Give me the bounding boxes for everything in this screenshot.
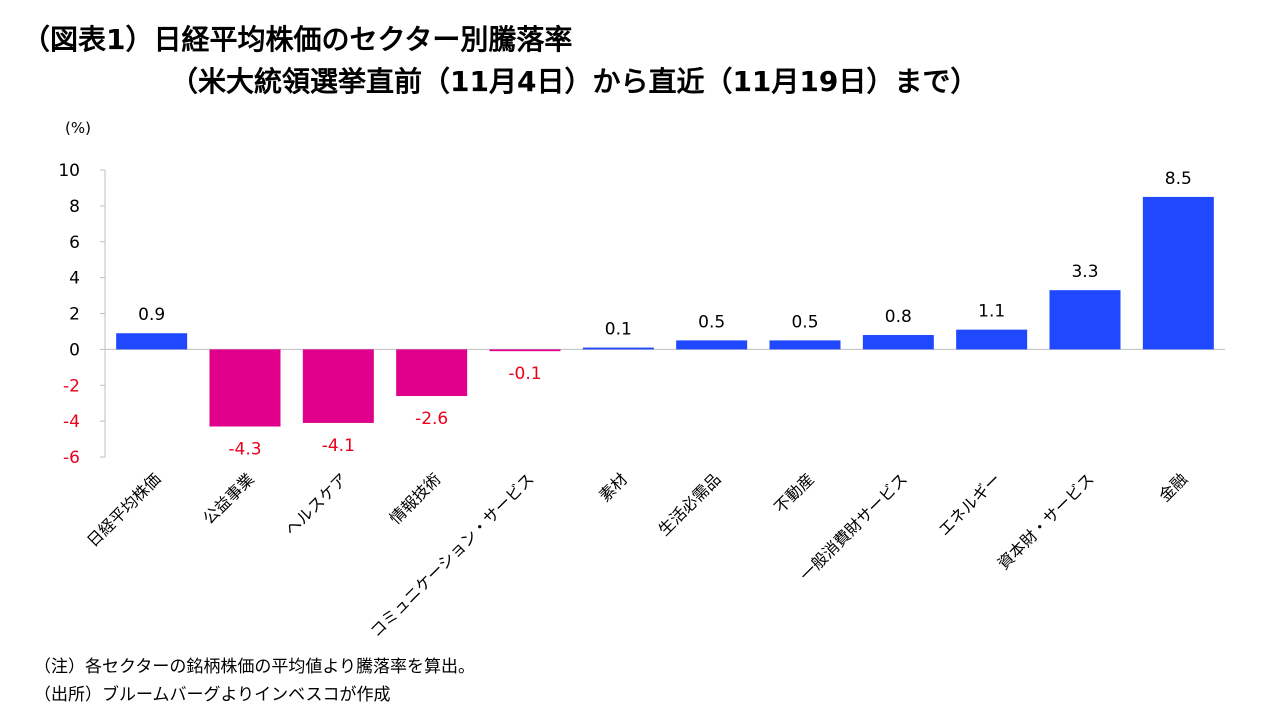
bar [582, 347, 654, 350]
bar [862, 335, 934, 350]
x-category-label: エネルギー [934, 469, 1004, 539]
bar-value-label: -2.6 [415, 409, 448, 429]
source-note: （出所）ブルームバーグよりインベスコが作成 [34, 685, 391, 705]
bar-value-label: 0.5 [791, 312, 818, 332]
bar-value-label: 0.5 [698, 312, 725, 332]
x-category-label: 資本財・サービス [994, 469, 1098, 573]
bar-value-label: 3.3 [1071, 262, 1098, 282]
y-tick-label: -6 [63, 448, 80, 468]
bar [956, 329, 1028, 350]
bar-value-label: 1.1 [978, 302, 1005, 322]
bar [302, 349, 374, 423]
x-category-label: 生活必需品 [654, 469, 724, 539]
bar [489, 349, 561, 352]
x-category-label: コミュニケーション・サービス [366, 469, 538, 641]
footnote: （注）各セクターの銘柄株価の平均値より騰落率を算出。 [34, 657, 475, 677]
bar [396, 349, 468, 397]
bar [116, 333, 188, 350]
chart-title-line1: （図表1）日経平均株価のセクター別騰落率 [22, 23, 573, 56]
y-tick-label: 8 [69, 197, 80, 217]
x-category-label: 日経平均株価 [83, 469, 164, 550]
y-tick-label: 0 [69, 340, 80, 360]
bar [676, 340, 748, 350]
x-category-label: 公益事業 [199, 469, 258, 528]
chart-title-line2: （米大統領選挙直前（11月4日）から直近（11月19日）まで） [170, 65, 979, 98]
x-category-label: 金融 [1155, 469, 1191, 505]
y-tick-label: 4 [69, 269, 80, 289]
bar-value-label: 0.8 [885, 307, 912, 327]
x-category-label: 素材 [595, 469, 631, 505]
bar [1142, 196, 1214, 350]
x-category-label: 不動産 [770, 469, 817, 516]
bar [1049, 290, 1121, 350]
bar-chart: (%) 10 8 6 4 2 0 -2 -4 -6 0.9 日経平均株価 -4.3 公益事業 -4.1 ヘル… [58, 119, 1225, 641]
bar [209, 349, 281, 427]
bar-value-label: 0.1 [605, 320, 632, 340]
y-tick-label: 6 [69, 233, 80, 253]
y-tick-label: -4 [63, 412, 80, 432]
bar [769, 340, 841, 350]
bar-value-label: -4.1 [322, 436, 355, 456]
bar-value-label: 8.5 [1165, 169, 1192, 189]
y-axis-unit-label: (%) [65, 119, 91, 137]
bar-value-label: -0.1 [508, 364, 541, 384]
bar-value-label: -4.3 [228, 440, 261, 460]
y-tick-label: -2 [63, 376, 80, 396]
y-tick-label: 10 [58, 161, 80, 181]
y-tick-label: 2 [69, 305, 80, 325]
x-category-label: ヘルスケア [281, 469, 351, 539]
x-category-label: 情報技術 [386, 469, 445, 528]
bar-value-label: 0.9 [138, 305, 165, 325]
